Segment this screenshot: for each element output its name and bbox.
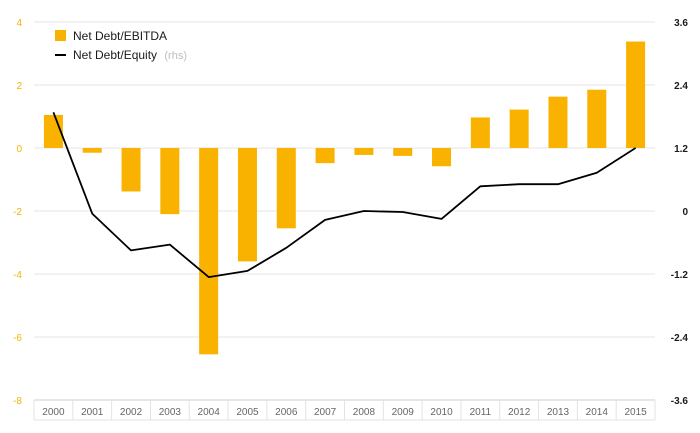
legend-swatch-bar xyxy=(55,30,66,41)
x-tick-label: 2000 xyxy=(42,407,65,418)
bar-2004 xyxy=(199,148,219,355)
line-series xyxy=(52,111,637,279)
legend-label-line: Net Debt/Equity (rhs) xyxy=(73,48,187,62)
left-tick-label: 0 xyxy=(16,144,22,155)
left-tick-label: -2 xyxy=(13,207,22,218)
bar-2007 xyxy=(315,148,335,164)
legend-label-line-text: Net Debt/Equity xyxy=(73,48,157,62)
bar-2002 xyxy=(121,148,141,192)
bar-2013 xyxy=(548,96,568,148)
x-tick-label: 2012 xyxy=(508,407,531,418)
left-tick-label: 4 xyxy=(16,18,22,29)
x-tick-label: 2010 xyxy=(430,407,453,418)
bar-2006 xyxy=(276,148,296,229)
bar-2008 xyxy=(354,148,374,155)
bar-2012 xyxy=(509,109,529,148)
x-tick-label: 2001 xyxy=(81,407,104,418)
right-tick-label: -1.2 xyxy=(671,270,689,281)
left-tick-label: 2 xyxy=(16,81,22,92)
x-tick-label: 2004 xyxy=(198,407,221,418)
right-tick-label: 3.6 xyxy=(674,18,688,29)
bar-2011 xyxy=(470,117,490,148)
left-tick-label: -6 xyxy=(13,333,22,344)
x-tick-label: 2008 xyxy=(353,407,376,418)
x-tick-label: 2015 xyxy=(624,407,647,418)
left-tick-label: -4 xyxy=(13,270,22,281)
line-net-debt-equity xyxy=(52,111,637,279)
bar-2001 xyxy=(82,148,102,153)
x-tick-label: 2006 xyxy=(275,407,298,418)
x-tick-label: 2007 xyxy=(314,407,337,418)
bar-series xyxy=(43,41,646,355)
right-axis: 3.6 2.4 1.2 0 -1.2 -2.4 -3.6 xyxy=(671,18,689,407)
bar-2005 xyxy=(237,148,257,262)
right-tick-label: 1.2 xyxy=(674,144,688,155)
bar-2010 xyxy=(432,148,452,167)
x-tick-label: 2003 xyxy=(159,407,182,418)
x-tick-label: 2002 xyxy=(120,407,143,418)
x-tick-label: 2009 xyxy=(392,407,415,418)
right-tick-label: -3.6 xyxy=(671,396,689,407)
bar-2014 xyxy=(587,89,607,148)
legend-label-bar: Net Debt/EBITDA xyxy=(73,29,167,43)
bar-2003 xyxy=(160,148,180,215)
x-axis: 2000 2001 2002 2003 2004 2005 2006 2007 2008 2009… xyxy=(33,399,656,421)
right-tick-label: 2.4 xyxy=(674,81,688,92)
left-axis: 4 2 0 -2 -4 -6 -8 xyxy=(13,18,22,407)
x-tick-label: 2005 xyxy=(236,407,259,418)
x-tick-label: 2014 xyxy=(586,407,609,418)
x-tick-label: 2011 xyxy=(470,407,492,418)
bar-2015 xyxy=(626,41,646,148)
right-tick-label: -2.4 xyxy=(671,333,689,344)
legend: Net Debt/EBITDA Net Debt/Equity (rhs) xyxy=(55,29,187,62)
bar-2009 xyxy=(393,148,413,156)
right-tick-label: 0 xyxy=(682,207,688,218)
x-tick-label: 2013 xyxy=(547,407,570,418)
left-tick-label: -8 xyxy=(13,396,22,407)
legend-label-line-note: (rhs) xyxy=(164,50,187,62)
